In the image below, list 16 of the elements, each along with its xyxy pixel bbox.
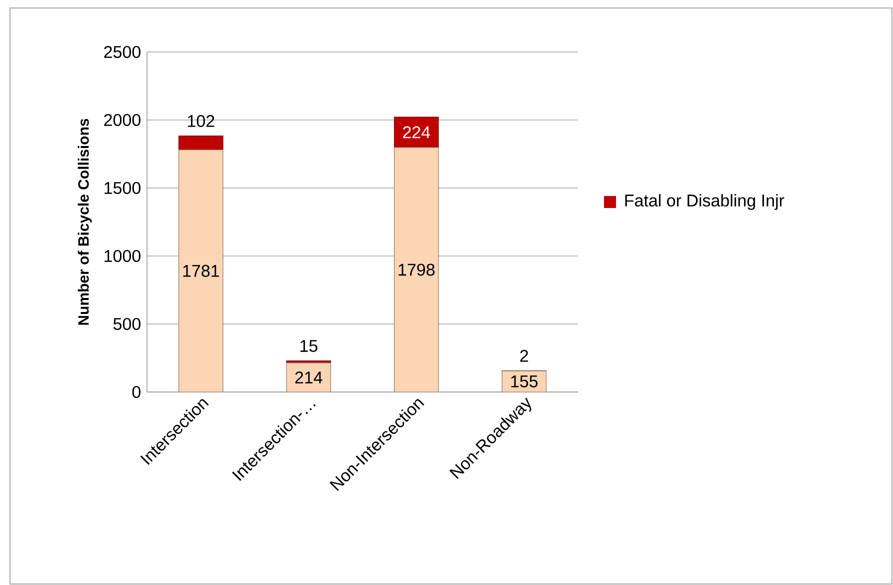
- y-tick-label: 2500: [104, 46, 140, 58]
- data-label: 2: [520, 350, 528, 362]
- y-tick-label: 500: [113, 318, 140, 330]
- data-label: 102: [188, 115, 214, 128]
- data-label: 155: [511, 376, 538, 388]
- y-tick-label: 0: [132, 386, 140, 398]
- y-tick-label: 2000: [104, 114, 140, 126]
- y-tick-label: 1000: [104, 250, 140, 262]
- data-label: 1781: [183, 264, 219, 277]
- y-axis-title: Number of Bicycle Collisions: [78, 118, 92, 325]
- data-label: 15: [300, 340, 318, 352]
- legend-label: Fatal or Disabling Injr: [625, 194, 784, 210]
- y-tick-label: 1500: [104, 182, 140, 194]
- data-label: 1798: [398, 264, 435, 276]
- data-label: 224: [403, 126, 430, 138]
- data-label: 214: [295, 372, 322, 384]
